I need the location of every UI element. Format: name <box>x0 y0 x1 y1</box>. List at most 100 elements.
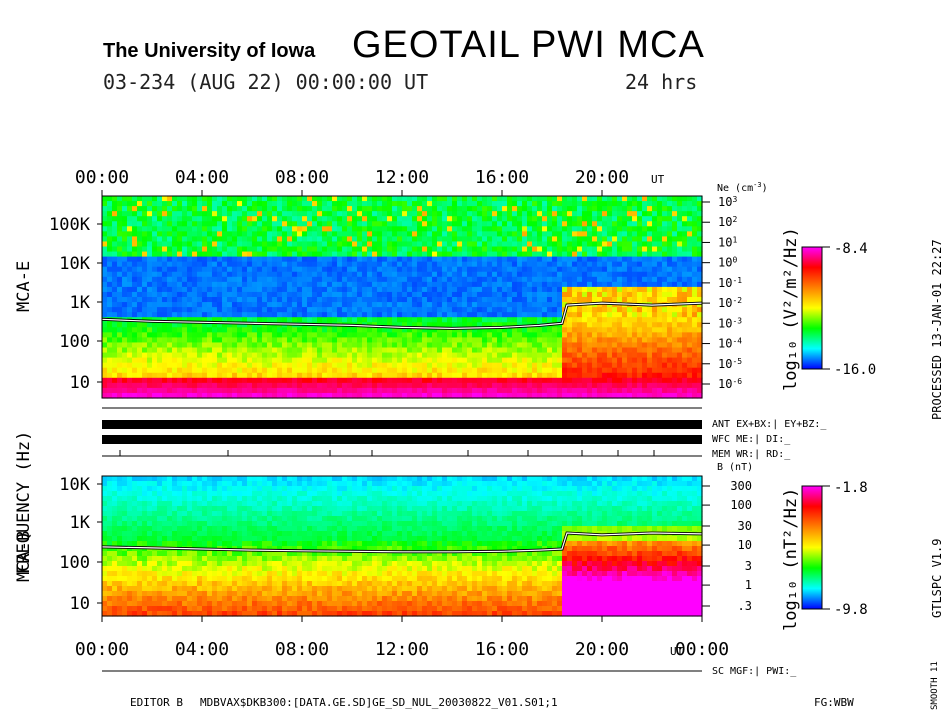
spectrogram-cell <box>107 496 113 502</box>
spectrogram-cell <box>627 307 633 313</box>
spectrogram-cell <box>107 307 113 313</box>
spectrogram-cell <box>152 246 158 253</box>
spectrogram-cell <box>427 362 433 369</box>
spectrogram-cell <box>147 196 153 202</box>
spectrogram-cell <box>517 201 523 207</box>
spectrogram-cell <box>492 201 498 207</box>
spectrogram-cell <box>307 382 313 389</box>
spectrogram-cell <box>402 297 408 303</box>
spectrogram-cell <box>272 241 278 248</box>
spectrogram-cell <box>272 246 278 253</box>
spectrogram-cell <box>557 317 563 323</box>
spectrogram-cell <box>187 382 193 389</box>
spectrogram-cell <box>422 266 428 273</box>
spectrogram-cell <box>447 216 453 222</box>
spectrogram-cell <box>362 382 368 389</box>
spectrogram-cell <box>522 332 528 338</box>
spectrogram-cell <box>482 362 488 369</box>
spectrogram-cell <box>467 382 473 389</box>
spectrogram-cell <box>542 382 548 389</box>
spectrogram-cell <box>117 322 123 328</box>
spectrogram-cell <box>642 261 648 268</box>
spectrogram-cell <box>372 327 378 333</box>
spectrogram-cell <box>262 246 268 253</box>
spectrogram-cell <box>417 357 423 364</box>
spectrogram-cell <box>142 216 148 222</box>
spectrogram-cell <box>282 342 288 349</box>
spectrogram-cell <box>692 216 698 222</box>
spectrogram-cell <box>242 196 248 202</box>
spectrogram-cell <box>592 352 598 359</box>
spectrogram-cell <box>542 266 548 273</box>
spectrogram-cell <box>217 291 223 298</box>
spectrogram-cell <box>272 291 278 298</box>
spectrogram-cell <box>447 236 453 243</box>
spectrogram-cell <box>342 276 348 283</box>
spectrogram-cell <box>287 387 293 394</box>
spectrogram-cell <box>137 286 143 293</box>
spectrogram-cell <box>292 342 298 349</box>
spectrogram-cell <box>377 226 383 232</box>
spectrogram-cell <box>562 226 568 232</box>
spectrogram-cell <box>692 347 698 354</box>
spectrogram-cell <box>382 347 388 354</box>
spectrogram-cell <box>457 201 463 207</box>
spectrogram-cell <box>532 342 538 349</box>
spectrogram-cell <box>382 281 388 288</box>
spectrogram-cell <box>332 281 338 288</box>
spectrogram-cell <box>412 347 418 354</box>
spectrogram-cell <box>152 271 158 278</box>
spectrogram-cell <box>182 271 188 278</box>
spectrogram-cell <box>302 256 308 263</box>
spectrogram-cell <box>102 266 108 273</box>
spectrogram-cell <box>117 382 123 389</box>
spectrogram-cell <box>117 606 123 612</box>
spectrogram-cell <box>277 221 283 227</box>
spectrogram-cell <box>292 382 298 389</box>
spectrogram-cell <box>262 342 268 349</box>
spectrogram-cell <box>517 226 523 232</box>
spectrogram-cell <box>332 312 338 318</box>
spectrogram-cell <box>422 226 428 232</box>
spectrogram-cell <box>147 226 153 232</box>
spectrogram-cell <box>412 357 418 364</box>
spectrogram-cell <box>602 196 608 202</box>
spectrogram-cell <box>617 342 623 349</box>
spectrogram-cell <box>257 236 263 243</box>
spectrogram-cell <box>527 317 533 323</box>
spectrogram-cell <box>307 241 313 248</box>
spectrogram-cell <box>407 251 413 258</box>
spectrogram-cell <box>487 206 493 212</box>
spectrogram-cell <box>387 251 393 258</box>
spectrogram-cell <box>497 347 503 354</box>
spectrogram-cell <box>377 236 383 243</box>
spectrogram-cell <box>557 332 563 338</box>
spectrogram-cell <box>132 551 138 557</box>
spectrogram-cell <box>337 362 343 369</box>
spectrogram-cell <box>482 281 488 288</box>
spectrogram-cell <box>102 531 108 537</box>
spectrogram-cell <box>302 261 308 268</box>
spectrogram-cell <box>677 307 683 313</box>
spectrogram-cell <box>122 251 128 258</box>
spectrogram-cell <box>192 211 198 217</box>
spectrogram-cell <box>412 241 418 248</box>
spectrogram-cell <box>317 307 323 313</box>
spectrogram-cell <box>182 256 188 263</box>
spectrogram-cell <box>132 481 138 487</box>
spectrogram-cell <box>142 367 148 374</box>
spectrogram-cell <box>107 382 113 389</box>
spectrogram-cell <box>637 387 643 394</box>
spectrogram-cell <box>577 201 583 207</box>
spectrogram-cell <box>672 307 678 313</box>
spectrogram-cell <box>202 251 208 258</box>
spectrogram-cell <box>172 327 178 333</box>
spectrogram-cell <box>612 382 618 389</box>
spectrogram-cell <box>422 221 428 227</box>
spectrogram-cell <box>662 246 668 253</box>
spectrogram-cell <box>297 266 303 273</box>
spectrogram-cell <box>217 312 223 318</box>
spectrogram-cell <box>332 206 338 212</box>
spectrogram-cell <box>202 211 208 217</box>
spectrogram-cell <box>127 291 133 298</box>
